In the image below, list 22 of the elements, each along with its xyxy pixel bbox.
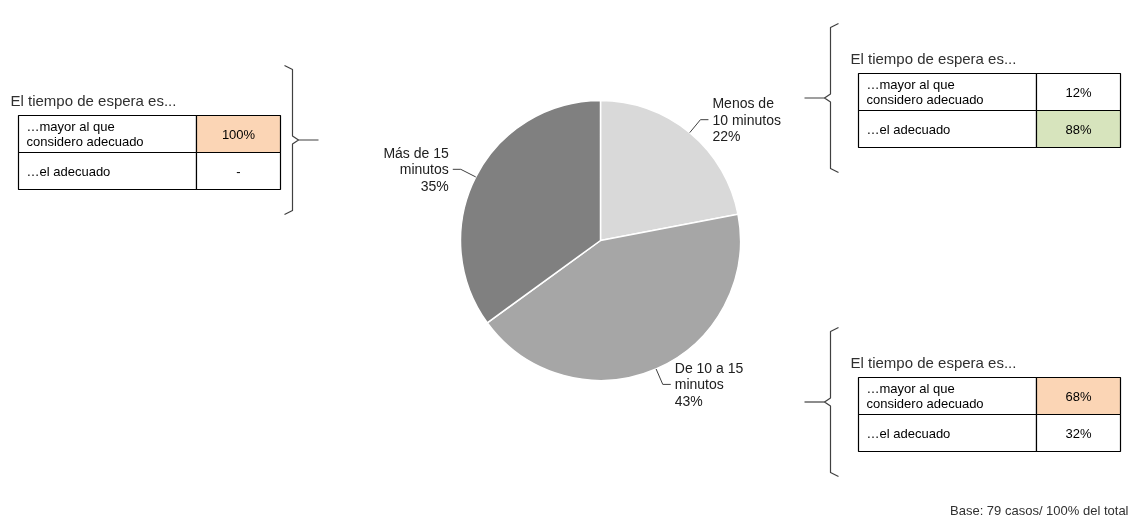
text: 32% <box>1065 425 1092 441</box>
text: …el adecuado <box>866 121 951 137</box>
text: …mayor al que considero adecuado <box>866 77 984 107</box>
slice-label: Más de 15 minutos <box>383 144 449 178</box>
slice-label: Menos de 10 minutos <box>712 94 781 128</box>
data-label: 22% <box>712 128 741 145</box>
text: …el adecuado <box>26 163 111 179</box>
text: El tiempo de espera es... <box>850 50 1017 67</box>
text: El tiempo de espera es... <box>10 92 177 109</box>
text: 12% <box>1065 84 1092 100</box>
text: El tiempo de espera es... <box>850 354 1017 371</box>
text: 88% <box>1065 121 1092 137</box>
data-label: 43% <box>674 393 703 410</box>
text: Base: 79 casos/ 100% del total <box>950 503 1129 518</box>
data-label: 35% <box>420 178 449 195</box>
text: …mayor al que considero adecuado <box>866 381 984 411</box>
text: - <box>236 163 241 179</box>
text: …el adecuado <box>866 425 951 441</box>
text: 68% <box>1065 388 1092 404</box>
text: …mayor al que considero adecuado <box>26 119 144 149</box>
slice-label: De 10 a 15 minutos <box>674 359 744 393</box>
text: 100% <box>221 126 256 142</box>
